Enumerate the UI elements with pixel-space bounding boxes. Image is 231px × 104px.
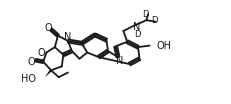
Text: D: D [142,10,148,19]
Text: N: N [133,22,140,32]
Text: HO: HO [21,74,36,84]
Text: OH: OH [157,41,171,51]
Polygon shape [45,69,52,77]
Text: O: O [38,48,46,58]
Text: D: D [151,16,158,25]
Text: O: O [28,57,36,67]
Text: N: N [64,32,72,42]
Text: O: O [44,23,52,33]
Text: D: D [134,30,140,39]
Text: N: N [116,56,123,66]
